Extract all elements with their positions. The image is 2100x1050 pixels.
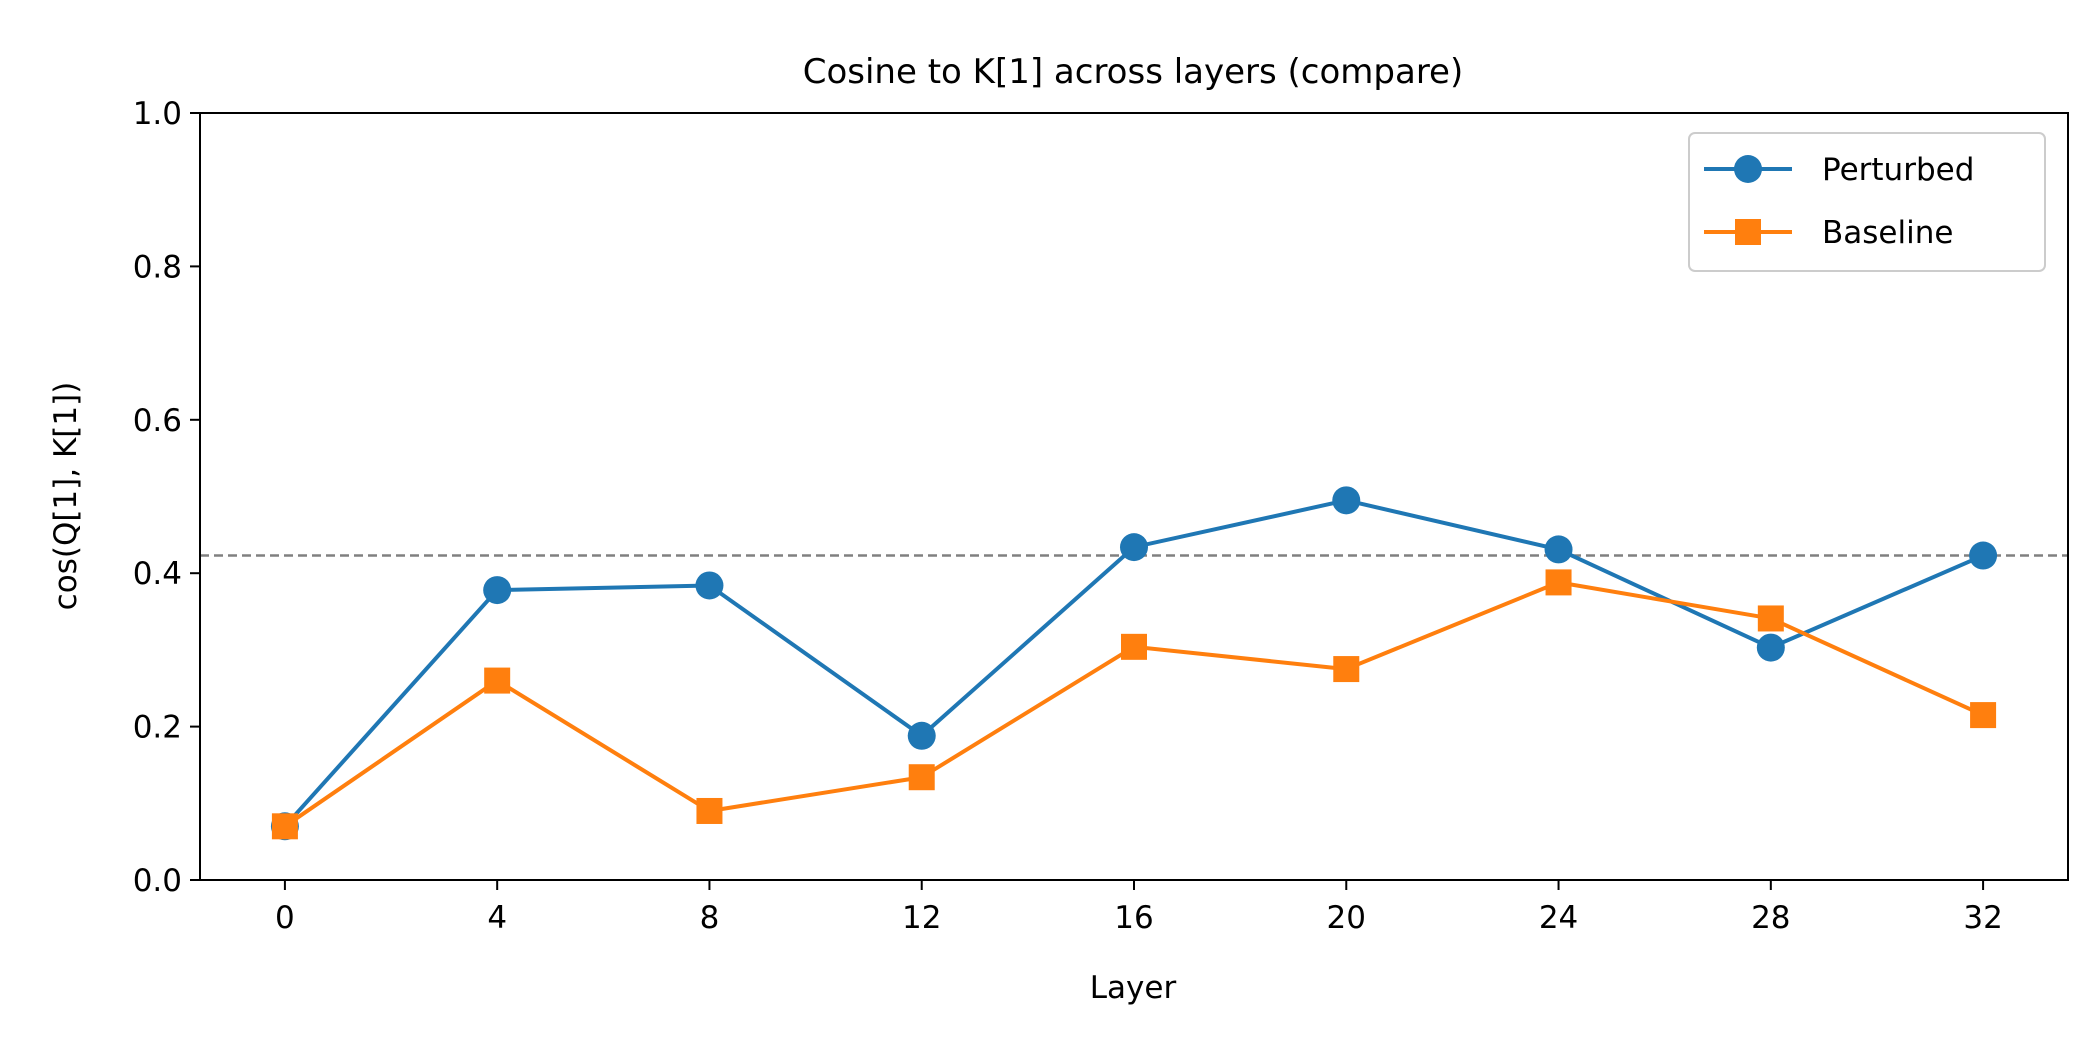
y-tick-label: 0.0	[133, 863, 182, 899]
legend-label-baseline: Baseline	[1822, 215, 1953, 251]
legend-marker-perturbed	[1734, 155, 1762, 183]
data-point-perturbed	[695, 571, 724, 600]
data-point-baseline	[1757, 605, 1784, 632]
series-baseline	[271, 569, 1997, 840]
data-point-baseline	[271, 813, 298, 840]
series-layer	[270, 486, 1998, 841]
data-point-baseline	[1970, 702, 1997, 729]
x-tick-label: 4	[487, 900, 507, 936]
x-tick-label: 28	[1751, 900, 1790, 936]
data-point-baseline	[696, 797, 723, 824]
y-tick-label: 0.2	[133, 710, 182, 746]
data-point-perturbed	[1120, 533, 1148, 562]
y-tick-label: 0.8	[133, 249, 182, 285]
x-tick-label: 0	[275, 900, 295, 936]
legend: Perturbed Baseline	[1688, 132, 2046, 272]
y-tick-label: 0.6	[133, 403, 182, 439]
data-point-baseline	[1333, 656, 1360, 683]
x-tick-label: 8	[700, 900, 720, 936]
data-point-baseline	[484, 667, 511, 694]
data-point-baseline	[908, 764, 935, 791]
x-tick-label: 16	[1114, 900, 1153, 936]
legend-marker-baseline	[1735, 219, 1761, 245]
data-point-perturbed	[1544, 535, 1573, 564]
chart-title: Cosine to K[1] across layers (compare)	[803, 52, 1464, 92]
x-tick-label: 32	[1963, 900, 2002, 936]
data-point-perturbed	[1969, 541, 1998, 570]
data-point-perturbed	[1756, 633, 1785, 662]
x-tick-label: 24	[1539, 900, 1578, 936]
y-axis-label: cos(Q[1], K[1])	[48, 382, 84, 611]
y-tick-label: 1.0	[133, 96, 182, 132]
y-axis: 0.0 0.2 0.4 0.6 0.8 1.0	[133, 96, 200, 899]
data-point-perturbed	[1332, 486, 1361, 515]
x-axis-label: Layer	[1090, 970, 1177, 1006]
x-axis: 0 4 8 12 16 20 24 28 32	[275, 880, 2003, 936]
y-tick-label: 0.4	[133, 556, 182, 592]
x-tick-label: 20	[1327, 900, 1366, 936]
data-point-perturbed	[907, 721, 936, 750]
legend-label-perturbed: Perturbed	[1822, 152, 1974, 188]
data-point-baseline	[1545, 569, 1572, 596]
x-tick-label: 12	[902, 900, 941, 936]
data-point-baseline	[1121, 633, 1147, 660]
data-point-perturbed	[483, 576, 512, 605]
